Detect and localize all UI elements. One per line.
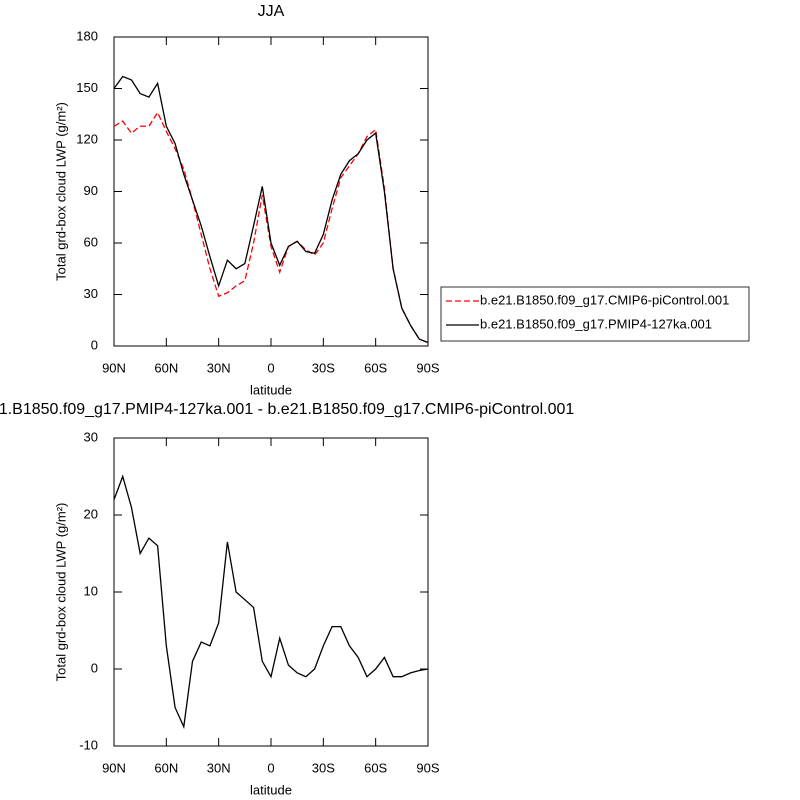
plot-frame xyxy=(113,437,429,747)
plot-frame xyxy=(113,36,429,347)
x-tick-label: 30N xyxy=(207,360,231,375)
y-tick-label: 0 xyxy=(91,337,98,352)
y-tick-label: 120 xyxy=(76,131,98,146)
x-tick-label: 0 xyxy=(267,760,274,775)
y-axis-label: Total grd-box cloud LWP (g/m²) xyxy=(53,503,68,682)
x-tick-label: 30S xyxy=(312,760,335,775)
y-tick-label: 30 xyxy=(84,429,98,444)
x-tick-label: 60N xyxy=(154,760,178,775)
y-tick-label: 20 xyxy=(84,506,98,521)
y-tick-label: 30 xyxy=(84,286,98,301)
data-line xyxy=(113,111,429,344)
x-tick-label: 90S xyxy=(416,760,439,775)
y-tick-label: 180 xyxy=(76,28,98,43)
x-tick-label: 60S xyxy=(364,760,387,775)
chart-title: JJA xyxy=(258,3,285,20)
data-line xyxy=(113,75,429,344)
x-tick-label: 90S xyxy=(416,360,439,375)
x-axis-label: latitude xyxy=(250,382,292,397)
x-tick-label: 0 xyxy=(267,360,274,375)
chart-title: b.e21.B1850.f09_g17.PMIP4-127ka.001 - b.… xyxy=(0,401,574,418)
y-tick-label: 10 xyxy=(84,583,98,598)
y-axis-label: Total grd-box cloud LWP (g/m²) xyxy=(53,102,68,281)
x-tick-label: 90N xyxy=(102,360,126,375)
x-tick-label: 60N xyxy=(154,360,178,375)
x-tick-label: 30N xyxy=(207,760,231,775)
y-tick-label: 90 xyxy=(84,183,98,198)
x-tick-label: 60S xyxy=(364,360,387,375)
y-tick-label: 0 xyxy=(91,660,98,675)
x-tick-label: 90N xyxy=(102,760,126,775)
legend-label: b.e21.B1850.f09_g17.CMIP6-piControl.001 xyxy=(480,292,729,307)
x-axis-label: latitude xyxy=(250,782,292,797)
y-tick-label: 60 xyxy=(84,234,98,249)
y-tick-label: -10 xyxy=(79,737,98,752)
legend-box xyxy=(440,286,750,342)
data-line xyxy=(113,474,429,730)
x-tick-label: 30S xyxy=(312,360,335,375)
y-tick-label: 150 xyxy=(76,80,98,95)
legend-label: b.e21.B1850.f09_g17.PMIP4-127ka.001 xyxy=(480,316,712,331)
